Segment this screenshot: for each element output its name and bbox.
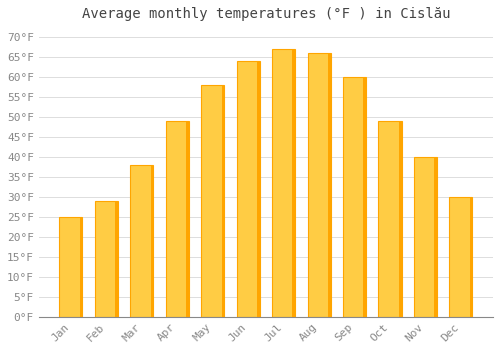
Bar: [292, 49, 295, 317]
Bar: [414, 157, 437, 317]
Bar: [450, 197, 472, 317]
Bar: [222, 85, 224, 317]
Bar: [186, 121, 189, 317]
Bar: [166, 121, 189, 317]
Bar: [272, 49, 295, 317]
Bar: [308, 53, 330, 317]
Bar: [434, 157, 437, 317]
Bar: [115, 201, 118, 317]
Bar: [150, 165, 154, 317]
Bar: [236, 61, 260, 317]
Bar: [60, 217, 82, 317]
Bar: [398, 121, 402, 317]
Bar: [343, 77, 366, 317]
Title: Average monthly temperatures (°F ) in Cislău: Average monthly temperatures (°F ) in Ci…: [82, 7, 450, 21]
Bar: [130, 165, 154, 317]
Bar: [95, 201, 118, 317]
Bar: [364, 77, 366, 317]
Bar: [80, 217, 82, 317]
Bar: [257, 61, 260, 317]
Bar: [328, 53, 330, 317]
Bar: [378, 121, 402, 317]
Bar: [470, 197, 472, 317]
Bar: [201, 85, 224, 317]
